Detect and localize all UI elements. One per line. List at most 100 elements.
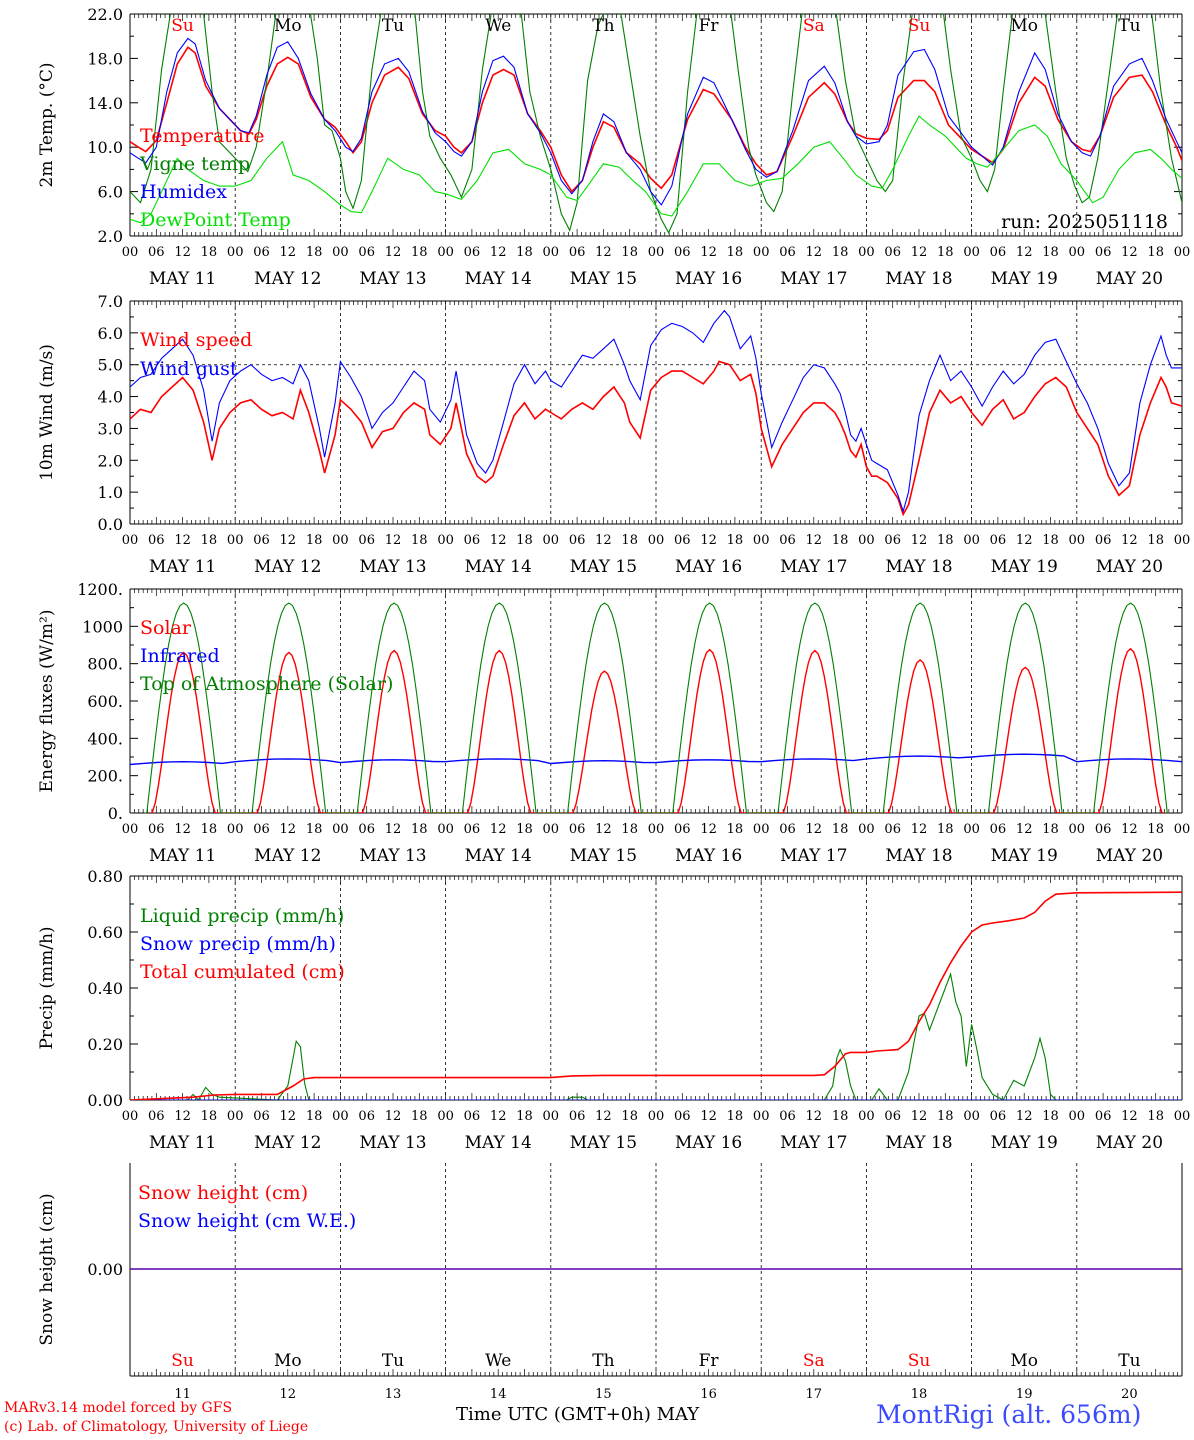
hour-label: 18 (411, 1109, 428, 1124)
day-number-label: 20 (1121, 1387, 1138, 1402)
y-tick-label: 0.0 (98, 515, 123, 534)
day-name-label: Fr (699, 1351, 720, 1371)
hour-label: 06 (464, 822, 481, 837)
series-line-wind-gust (130, 309, 1182, 514)
day-name-label: Th (592, 1351, 614, 1371)
hour-label: 18 (516, 1109, 533, 1124)
legend-entry: Solar (140, 617, 192, 639)
y-tick-label: 14.0 (87, 94, 123, 113)
hour-label: 06 (148, 1109, 165, 1124)
date-label: MAY 19 (991, 557, 1058, 577)
hour-label: 18 (621, 1109, 638, 1124)
day-name-label: Su (171, 16, 194, 36)
hour-label: 12 (595, 822, 612, 837)
hour-label: 00 (437, 822, 454, 837)
y-tick-label: 5.0 (98, 356, 123, 375)
hour-label: 12 (1121, 245, 1138, 260)
hour-label: 06 (253, 533, 270, 548)
hour-label: 06 (884, 245, 901, 260)
y-tick-label: 1200. (77, 580, 123, 599)
day-name-label: Su (908, 1351, 931, 1371)
date-label: MAY 16 (675, 846, 742, 866)
series-line-infrared (130, 753, 1182, 766)
hour-label: 00 (122, 245, 139, 260)
date-label: MAY 11 (149, 557, 216, 577)
y-tick-label: 0. (108, 804, 123, 823)
hour-label: 00 (648, 1109, 665, 1124)
hour-label: 12 (280, 1109, 297, 1124)
hour-label: 06 (1095, 1109, 1112, 1124)
date-label: MAY 16 (675, 557, 742, 577)
hour-label: 06 (569, 822, 586, 837)
day-name-label: Th (592, 16, 614, 36)
legend-entry: Wind speed (140, 329, 252, 351)
hour-label: 18 (727, 1109, 744, 1124)
hour-label: 18 (621, 245, 638, 260)
date-label: MAY 11 (149, 1133, 216, 1153)
hour-label: 06 (569, 533, 586, 548)
hour-label: 00 (1174, 533, 1191, 548)
hour-label: 18 (306, 533, 323, 548)
hour-label: 12 (280, 822, 297, 837)
time-axis-title: Time UTC (GMT+0h) (456, 1404, 651, 1425)
day-name-label: We (485, 16, 511, 36)
hour-label: 12 (1016, 245, 1033, 260)
day-name-label: Fr (699, 16, 720, 36)
hour-label: 00 (543, 1109, 560, 1124)
hour-label: 06 (779, 533, 796, 548)
hour-label: 00 (963, 822, 980, 837)
date-label: MAY 17 (780, 269, 847, 289)
hour-label: 12 (806, 1109, 823, 1124)
hour-label: 18 (411, 822, 428, 837)
panel-5: 0.00 Snow height (cm) Snow height (cm) Snow… (37, 1163, 1183, 1402)
hour-label: 18 (1147, 533, 1164, 548)
hour-label: 00 (753, 1109, 770, 1124)
hour-label: 18 (621, 822, 638, 837)
date-label: MAY 19 (991, 1133, 1058, 1153)
hour-label: 18 (727, 245, 744, 260)
hour-label: 00 (858, 822, 875, 837)
hour-label: 18 (201, 533, 218, 548)
y-tick-label: 0.00 (87, 1260, 123, 1279)
hour-label: 00 (122, 533, 139, 548)
hour-label: 00 (122, 822, 139, 837)
hour-label: 06 (674, 822, 691, 837)
hour-label: 12 (911, 245, 928, 260)
hour-label: 00 (753, 533, 770, 548)
day-name-label: Mo (1010, 1351, 1038, 1371)
hour-label: 06 (358, 822, 375, 837)
hour-label: 18 (516, 533, 533, 548)
hour-label: 00 (648, 245, 665, 260)
day-name-label: Tu (1118, 1351, 1140, 1371)
date-label: MAY 11 (149, 846, 216, 866)
hour-label: 18 (411, 533, 428, 548)
hour-label: 18 (1147, 1109, 1164, 1124)
hour-label: 12 (806, 245, 823, 260)
hour-label: 06 (674, 245, 691, 260)
hour-label: 06 (779, 822, 796, 837)
y-tick-label: 200. (87, 767, 123, 786)
hour-label: 12 (490, 533, 507, 548)
series-line-vigne-temp (130, 14, 1182, 234)
legend-entry: Vigne temp (139, 153, 250, 175)
hour-label: 12 (1016, 1109, 1033, 1124)
plot-area (130, 602, 1182, 813)
panel-4: 0.00 0.20 0.40 0.60 0.80 Precip (mm/h) 00 06 12 1… (37, 867, 1190, 1153)
hour-label: 12 (385, 245, 402, 260)
hour-label: 00 (963, 1109, 980, 1124)
day-number-label: 17 (806, 1387, 823, 1402)
hour-label: 18 (306, 245, 323, 260)
hour-label: 18 (832, 822, 849, 837)
date-label: MAY 17 (780, 846, 847, 866)
day-number-label: 18 (911, 1387, 928, 1402)
hour-label: 06 (779, 245, 796, 260)
date-label: MAY 19 (991, 846, 1058, 866)
hour-label: 00 (858, 1109, 875, 1124)
hour-label: 18 (621, 533, 638, 548)
date-label: MAY 19 (991, 269, 1058, 289)
legend-entry: Total cumulated (cm) (140, 961, 345, 983)
hour-label: 00 (437, 1109, 454, 1124)
hour-label: 12 (595, 1109, 612, 1124)
month-label: MAY (656, 1404, 700, 1425)
hour-label: 12 (385, 822, 402, 837)
